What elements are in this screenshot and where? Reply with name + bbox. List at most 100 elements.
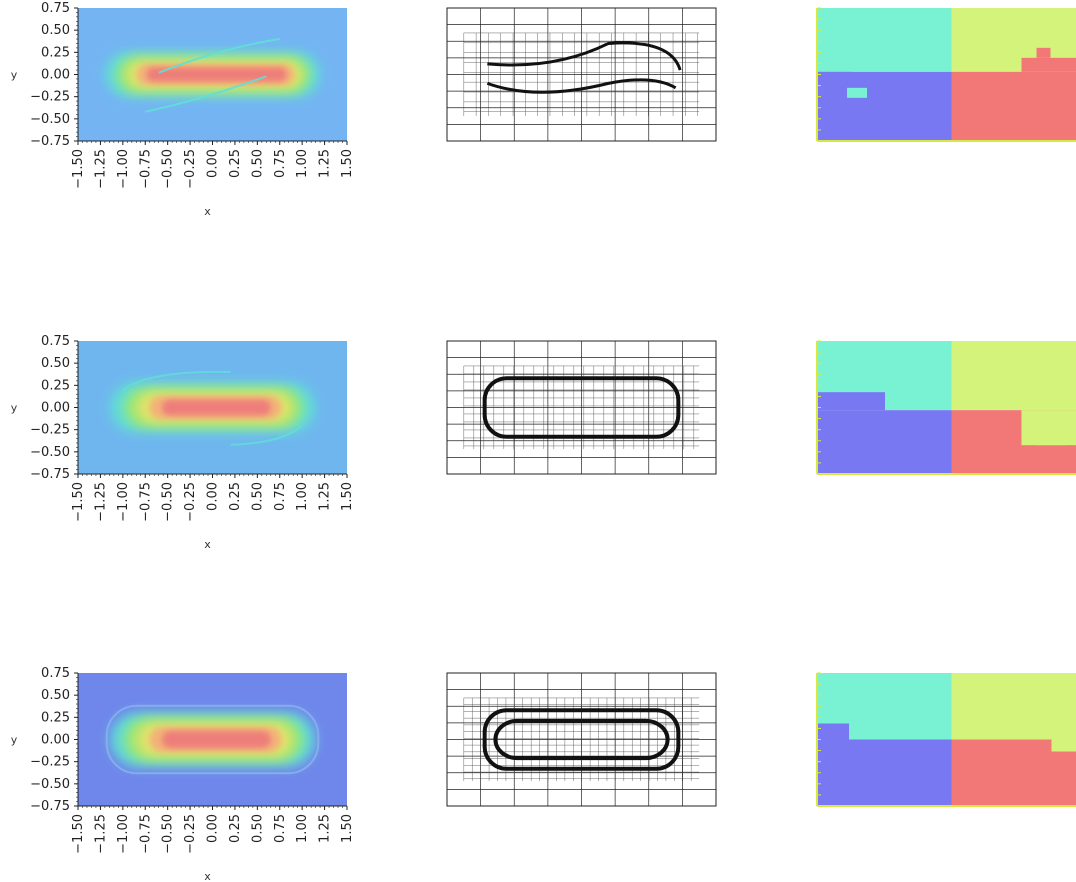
chart-row-2: 0.750.500.250.00−0.25−0.50−0.75−1.50 −1.2… xyxy=(11,334,1076,551)
y-tick-label: −0.75 xyxy=(30,799,70,814)
y-tick-label: −0.25 xyxy=(30,90,70,105)
mesh-refinement-ring xyxy=(482,376,681,439)
x-tick-label: 0.75 xyxy=(273,814,288,843)
partition-step xyxy=(1036,47,1051,58)
x-tick-label: −0.75 xyxy=(138,149,153,189)
x-tick-label: 0.75 xyxy=(273,149,288,178)
y-axis-label: y xyxy=(11,402,18,415)
y-tick-label: 0.25 xyxy=(41,378,70,393)
adaptive-mesh-panel xyxy=(446,7,717,142)
field-axes: 0.750.500.250.00−0.25−0.50−0.75−1.50 −1.2… xyxy=(11,334,355,551)
y-tick-label: −0.50 xyxy=(30,777,70,792)
x-tick-label: 1.50 xyxy=(340,149,355,178)
x-tick-label: 0.00 xyxy=(206,814,221,843)
y-tick-label: 0.50 xyxy=(41,356,70,371)
field-band-red xyxy=(162,730,271,749)
x-tick-label: 1.25 xyxy=(318,149,333,178)
x-tick-label: −1.00 xyxy=(116,149,131,189)
x-tick-label: −0.50 xyxy=(161,482,176,522)
x-tick-label: 1.25 xyxy=(318,814,333,843)
partition-step xyxy=(817,392,885,411)
partition-step xyxy=(817,723,849,740)
x-tick-label: −1.50 xyxy=(71,482,86,522)
y-tick-label: 0.75 xyxy=(41,666,70,681)
x-tick-label: 0.50 xyxy=(250,149,265,178)
partition-step xyxy=(1051,739,1076,752)
partition-teal xyxy=(817,8,952,72)
domain-partition-panel xyxy=(816,340,1076,475)
partition-blue xyxy=(817,739,952,806)
x-tick-label: −1.50 xyxy=(71,814,86,854)
field-band-red xyxy=(162,399,271,416)
x-tick-label: 1.00 xyxy=(295,482,310,511)
filament-streak xyxy=(122,370,231,391)
solution-field-panel: 0.750.500.250.00−0.25−0.50−0.75−1.50 −1.2… xyxy=(11,1,355,218)
field-axes: 0.750.500.250.00−0.25−0.50−0.75−1.50 −1.2… xyxy=(11,666,355,882)
y-tick-label: 0.50 xyxy=(41,23,70,38)
partition-red xyxy=(951,71,1076,141)
x-axis-label: x xyxy=(204,870,211,882)
partition-step xyxy=(1021,57,1076,72)
x-tick-label: 0.00 xyxy=(206,482,221,511)
x-tick-label: −0.75 xyxy=(138,814,153,854)
y-tick-label: 0.00 xyxy=(41,68,70,83)
partition-step xyxy=(1036,435,1067,446)
x-tick-label: 1.25 xyxy=(318,482,333,511)
x-tick-label: 0.25 xyxy=(228,814,243,843)
x-tick-label: −1.00 xyxy=(116,482,131,522)
y-tick-label: 0.00 xyxy=(41,733,70,748)
filament-streak xyxy=(145,75,267,113)
x-tick-label: 1.00 xyxy=(295,149,310,178)
mesh-refinement-ring xyxy=(482,708,681,771)
mesh-refinement-ring xyxy=(493,718,670,761)
x-tick-label: 1.00 xyxy=(295,814,310,843)
y-axis-label: y xyxy=(11,69,18,82)
solution-field-panel: 0.750.500.250.00−0.25−0.50−0.75−1.50 −1.2… xyxy=(11,666,355,882)
x-tick-label: 0.00 xyxy=(206,149,221,178)
x-tick-label: −1.00 xyxy=(116,814,131,854)
filament-streak xyxy=(158,38,280,74)
x-tick-label: −1.25 xyxy=(93,482,108,522)
x-tick-label: 0.25 xyxy=(228,149,243,178)
y-tick-label: −0.75 xyxy=(30,134,70,149)
x-tick-label: −1.25 xyxy=(93,149,108,189)
x-tick-label: 0.50 xyxy=(250,482,265,511)
adaptive-mesh-panel xyxy=(446,672,717,807)
x-tick-label: 0.25 xyxy=(228,482,243,511)
filament-streak xyxy=(230,424,303,446)
x-tick-label: 0.75 xyxy=(273,482,288,511)
solution-field-panel: 0.750.500.250.00−0.25−0.50−0.75−1.50 −1.2… xyxy=(11,334,355,551)
mesh-refinement-curve xyxy=(487,41,682,71)
x-tick-label: −0.25 xyxy=(183,814,198,854)
y-tick-label: −0.25 xyxy=(30,755,70,770)
y-tick-label: 0.25 xyxy=(41,710,70,725)
x-axis-label: x xyxy=(204,538,211,551)
chart-row-3: 0.750.500.250.00−0.25−0.50−0.75−1.50 −1.2… xyxy=(11,666,1076,882)
y-tick-label: 0.75 xyxy=(41,1,70,16)
field-axes: 0.750.500.250.00−0.25−0.50−0.75−1.50 −1.2… xyxy=(11,1,355,218)
x-tick-label: −0.50 xyxy=(161,149,176,189)
y-tick-label: 0.50 xyxy=(41,688,70,703)
x-tick-label: −0.25 xyxy=(183,482,198,522)
y-tick-label: 0.75 xyxy=(41,334,70,349)
x-tick-label: 1.50 xyxy=(340,814,355,843)
x-tick-label: −0.75 xyxy=(138,482,153,522)
field-band-red xyxy=(146,67,287,82)
x-tick-label: 0.50 xyxy=(250,814,265,843)
partition-yellow xyxy=(951,673,1076,740)
x-tick-label: −0.25 xyxy=(183,149,198,189)
filament-ring xyxy=(105,704,320,775)
chart-row-1: 0.750.500.250.00−0.25−0.50−0.75−1.50 −1.2… xyxy=(11,1,1076,218)
y-tick-label: −0.50 xyxy=(30,112,70,127)
y-tick-label: −0.25 xyxy=(30,423,70,438)
y-tick-label: 0.00 xyxy=(41,401,70,416)
partition-blue xyxy=(817,410,952,474)
mesh-refinement-curve xyxy=(486,78,677,94)
x-tick-label: −1.50 xyxy=(71,149,86,189)
y-tick-label: −0.75 xyxy=(30,467,70,482)
adaptive-mesh-panel xyxy=(446,340,717,475)
domain-partition-panel xyxy=(816,672,1076,807)
partition-step xyxy=(817,71,852,106)
x-axis-label: x xyxy=(204,205,211,218)
